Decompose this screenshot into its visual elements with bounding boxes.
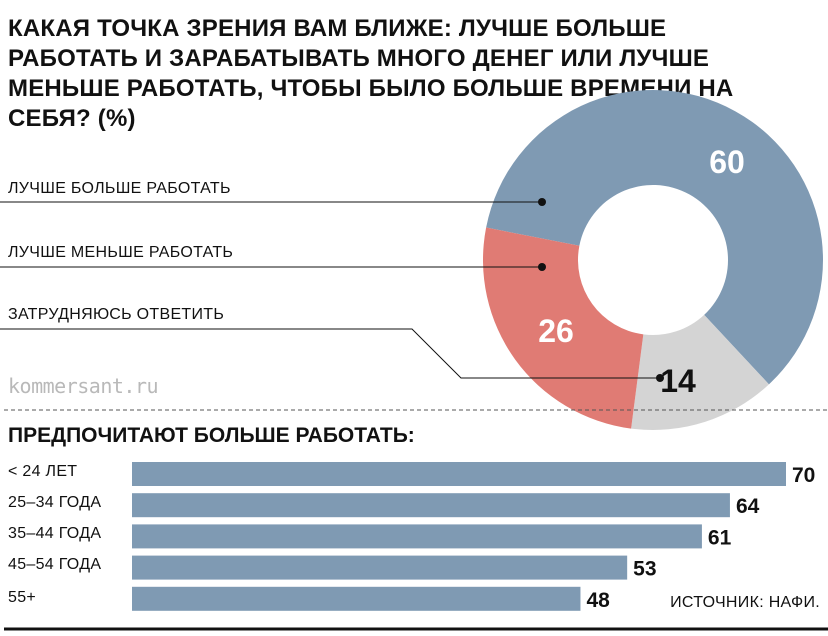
bar-category-label: 35–44 ГОДА [8,525,102,542]
leader-dot [538,263,546,271]
bar-category-label: 45–54 ГОДА [8,556,102,573]
bar [132,524,702,549]
donut-slice [486,90,823,385]
leader-dot [656,374,664,382]
bar-value-label: 64 [736,495,760,518]
bar-category-label: 25–34 ГОДА [8,494,102,511]
bar [132,462,786,486]
bar-value-label: 48 [586,589,610,612]
donut-value-label: 60 [709,144,745,180]
bar-category-label: 55+ [8,589,37,606]
leader-line [0,328,660,379]
bar-value-label: 70 [792,464,815,487]
legend-label-less-work: ЛУЧШЕ МЕНЬШЕ РАБОТАТЬ [8,244,234,261]
legend-label-undecided: ЗАТРУДНЯЮСЬ ОТВЕТИТЬ [8,306,225,323]
donut-slice [631,314,769,430]
donut-value-label: 14 [660,363,696,399]
bar-chart-title: ПРЕДПОЧИТАЮТ БОЛЬШЕ РАБОТАТЬ: [8,424,415,447]
chart-title: КАКАЯ ТОЧКА ЗРЕНИЯ ВАМ БЛИЖЕ: ЛУЧШЕ БОЛЬ… [8,15,734,132]
donut-value-label: 26 [538,313,574,349]
bar [132,586,581,611]
legend-label-more-work: ЛУЧШЕ БОЛЬШЕ РАБОТАТЬ [8,180,231,197]
bar-category-label: < 24 ЛЕТ [8,463,78,480]
bar [132,555,628,580]
bar-value-label: 61 [708,526,732,549]
source-note: ИСТОЧНИК: НАФИ. [670,594,820,611]
leader-dot [538,198,546,206]
bar [132,493,730,518]
bar-value-label: 53 [633,558,656,581]
brand-watermark: kommersant.ru [8,374,159,398]
